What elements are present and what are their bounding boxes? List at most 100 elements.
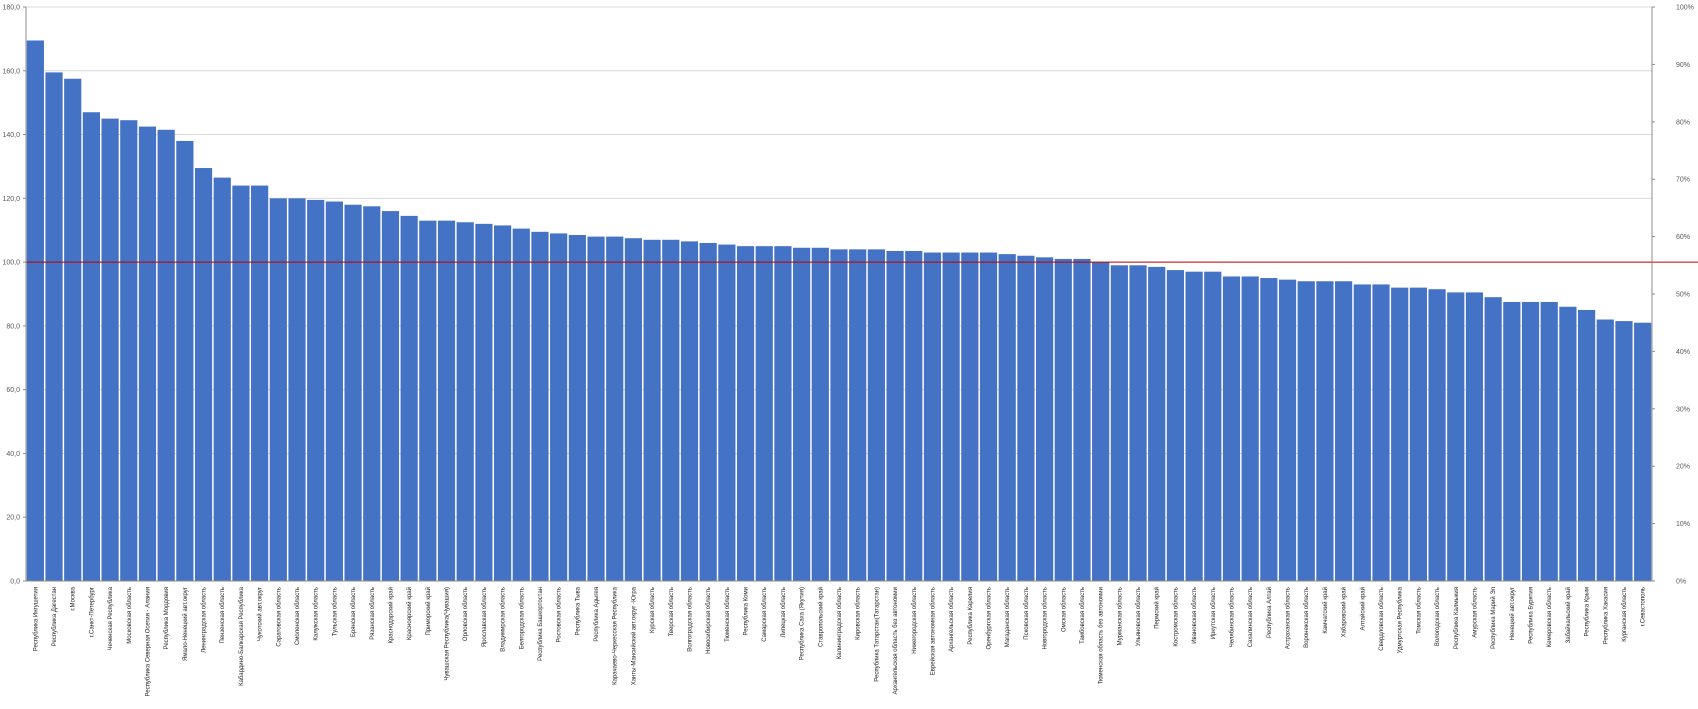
category-label: Камчатский край — [1322, 587, 1329, 634]
bar — [1129, 265, 1147, 581]
bar — [1353, 284, 1371, 581]
category-label: Республика Адыгея — [594, 587, 600, 642]
bar — [1073, 258, 1091, 581]
category-label: Курганская область — [1622, 587, 1628, 642]
y2-tick-label: 50% — [1676, 292, 1690, 299]
category-label: Тульская область — [332, 587, 338, 636]
bar — [587, 236, 605, 581]
category-label: Республика Крым — [1585, 587, 1591, 636]
category-label: Ростовская область — [557, 587, 563, 642]
bar — [811, 247, 829, 581]
category-label: Алтайский край — [1359, 587, 1366, 631]
bar — [961, 252, 979, 582]
category-label: Воронежская область — [1304, 587, 1310, 648]
category-label: Самарская область — [762, 587, 768, 642]
bar — [624, 238, 643, 581]
category-label: Ненецкий авт.округ — [1509, 586, 1516, 640]
bar — [1092, 262, 1110, 581]
bar — [1409, 287, 1427, 581]
bar — [606, 236, 624, 581]
y2-tick-label: 20% — [1676, 464, 1690, 471]
category-label: Еврейская автономная область — [929, 587, 936, 675]
category-label: Челябинская область — [1229, 587, 1235, 647]
category-label: Амурская область — [1472, 587, 1478, 638]
bar — [1017, 255, 1035, 581]
bar — [82, 112, 101, 581]
y-tick-label: 160,0 — [2, 68, 20, 75]
y2-tick-label: 70% — [1676, 177, 1690, 184]
category-label: Краснодарский край — [387, 587, 394, 644]
bar — [419, 220, 437, 581]
category-label: г.Москва — [71, 586, 77, 610]
bar — [1372, 284, 1390, 581]
bar — [1391, 287, 1409, 581]
y-tick-label: 100,0 — [2, 260, 20, 267]
bar — [45, 72, 63, 581]
bar — [213, 177, 231, 581]
y2-tick-label: 80% — [1676, 119, 1690, 126]
y-tick-label: 120,0 — [2, 196, 20, 203]
bar — [232, 185, 250, 582]
bar — [755, 246, 773, 581]
bar — [1241, 276, 1259, 581]
category-label: Хабаровский край — [1341, 587, 1348, 637]
bar — [905, 250, 923, 581]
bar — [344, 204, 362, 581]
category-label: Томская область — [1416, 587, 1422, 634]
bar — [1596, 319, 1614, 581]
category-label: Республика Карелия — [968, 587, 974, 645]
category-label: Карачаево-Черкесская Республика — [613, 586, 619, 685]
bar — [793, 247, 811, 581]
category-label: Забайкальский край — [1565, 587, 1572, 643]
category-label: Белгородская область — [519, 587, 525, 649]
category-label: Республика Тыва — [575, 586, 581, 635]
bar — [1297, 281, 1315, 581]
category-label: Орловская область — [463, 587, 469, 641]
bar — [1260, 278, 1278, 581]
bar — [531, 231, 549, 582]
category-label: Республика Хакасия — [1603, 587, 1609, 644]
bar — [288, 198, 306, 582]
category-label: Псковская область — [1024, 587, 1030, 640]
bar — [736, 246, 755, 581]
bar — [64, 78, 82, 581]
bar — [26, 40, 44, 581]
bar — [1316, 281, 1334, 581]
category-label: Нижегородская область — [912, 587, 918, 654]
bar — [1185, 271, 1203, 581]
bar — [1035, 257, 1054, 581]
category-label: Приморский край — [425, 587, 432, 635]
category-label: Ульяновская область — [1136, 587, 1142, 646]
y-axis-left-ticks: 0,0 20,0 40,0 60,0 80,0 100,0 120,0 140,0 160,0 1… — [2, 5, 26, 586]
category-label: Республика Мордовия — [164, 587, 170, 649]
category-labels: Республика Ингушетия Республика Дагестан г… — [33, 586, 1646, 696]
category-label: Республика Ингушетия — [33, 587, 39, 651]
category-label: Республика Калмыкия — [1454, 587, 1460, 649]
y2-tick-label: 90% — [1676, 62, 1690, 69]
y-tick-label: 140,0 — [2, 132, 20, 139]
bar — [774, 246, 792, 581]
category-label: Архангельская область — [949, 587, 955, 652]
category-label: Красноярский край — [406, 587, 413, 640]
bar — [662, 239, 680, 582]
category-label: г.Санкт-Петербург — [89, 586, 95, 637]
bar — [120, 120, 138, 581]
bar — [1222, 276, 1241, 581]
category-label: Волгоградская область — [687, 587, 693, 652]
bar — [1278, 279, 1297, 581]
category-label: Удмуртская Республика — [1398, 586, 1404, 653]
category-label: Республика Дагестан — [52, 587, 58, 646]
category-label: Республика Башкортостан — [538, 587, 544, 661]
bar — [1204, 271, 1222, 581]
y-tick-label: 20,0 — [6, 515, 20, 522]
bar — [680, 241, 699, 581]
bar — [512, 228, 530, 581]
bar — [157, 129, 175, 581]
category-label: Владимирская область — [501, 587, 507, 652]
y2-tick-label: 0% — [1676, 579, 1686, 586]
bar — [176, 140, 194, 581]
bar — [1166, 270, 1185, 581]
category-label: Курская область — [650, 587, 656, 633]
category-label: г.Севастополь — [1641, 587, 1647, 626]
category-label: Чеченская Республика — [108, 586, 114, 650]
